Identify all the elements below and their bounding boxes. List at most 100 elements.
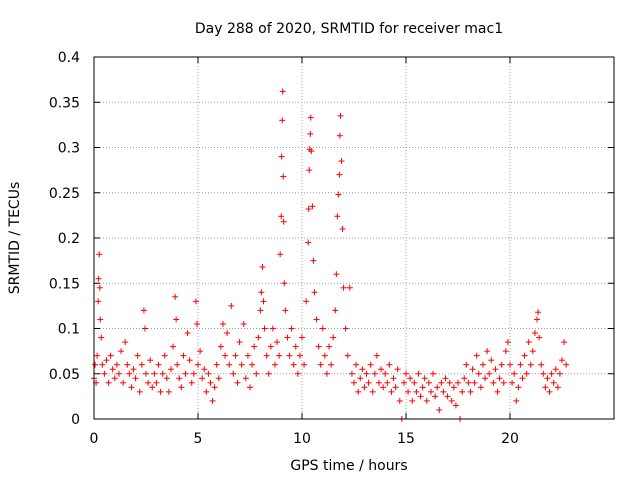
data-point [263, 352, 270, 359]
data-point [213, 361, 220, 368]
data-point [258, 289, 265, 296]
data-point [442, 375, 449, 382]
data-point [477, 384, 484, 391]
data-point [452, 402, 459, 409]
data-point [99, 361, 106, 368]
y-tick-label: 0.25 [49, 186, 80, 202]
data-point [278, 213, 285, 220]
data-point [438, 379, 445, 386]
data-point [103, 357, 110, 364]
data-point [479, 361, 486, 368]
data-point [95, 298, 102, 305]
data-point [538, 361, 545, 368]
data-point [240, 320, 247, 327]
data-point [348, 370, 355, 377]
data-point [513, 397, 520, 404]
data-point [253, 370, 260, 377]
data-point [170, 343, 177, 350]
data-point [556, 370, 563, 377]
data-point [411, 379, 418, 386]
y-tick-label: 0 [71, 412, 80, 428]
data-point [136, 388, 143, 395]
data-point [242, 375, 249, 382]
data-point [440, 388, 447, 395]
data-point [306, 167, 313, 174]
data-point [517, 361, 524, 368]
data-point [482, 375, 489, 382]
data-point [355, 388, 362, 395]
data-point [378, 366, 385, 373]
data-point [369, 388, 376, 395]
data-point [471, 379, 478, 386]
data-point [226, 361, 233, 368]
data-point [232, 352, 239, 359]
data-point [276, 352, 283, 359]
data-point [363, 370, 370, 377]
data-point [409, 397, 416, 404]
data-point [290, 361, 297, 368]
data-point [195, 361, 201, 368]
data-point [523, 370, 530, 377]
data-point [98, 334, 105, 341]
data-point [561, 339, 568, 346]
data-point [95, 275, 102, 282]
y-tick-label: 0.15 [49, 276, 80, 292]
data-point [192, 298, 199, 305]
data-point [340, 284, 347, 291]
data-point [434, 384, 441, 391]
data-point [351, 379, 357, 386]
data-point [559, 357, 565, 364]
data-point [257, 307, 264, 314]
data-point [176, 375, 183, 382]
data-point [122, 339, 129, 346]
data-point [120, 379, 127, 386]
data-point [92, 361, 99, 368]
data-point [392, 384, 399, 391]
data-point [357, 375, 364, 382]
data-point [280, 218, 287, 225]
data-point [494, 388, 501, 395]
data-point [339, 225, 346, 232]
data-point [307, 114, 314, 121]
data-point [321, 352, 328, 359]
data-point [157, 388, 164, 395]
data-point [473, 352, 480, 359]
data-point [342, 325, 349, 332]
data-point [215, 375, 222, 382]
y-tick-label: 0.3 [58, 141, 80, 157]
data-point [336, 171, 343, 178]
data-point [305, 239, 312, 246]
data-point [284, 334, 291, 341]
data-point [546, 388, 553, 395]
data-point [277, 251, 284, 258]
data-point [211, 384, 218, 391]
data-point [361, 384, 368, 391]
data-point [315, 343, 322, 350]
data-point [308, 148, 315, 155]
data-point [201, 366, 208, 373]
data-point [563, 361, 570, 368]
data-point [531, 330, 538, 337]
data-point [96, 251, 103, 258]
data-point [222, 352, 229, 359]
data-point [255, 334, 262, 341]
data-point [301, 361, 308, 368]
data-point [178, 384, 185, 391]
data-point [101, 370, 108, 377]
data-point [542, 384, 549, 391]
data-point [490, 379, 497, 386]
data-point [535, 309, 542, 316]
data-point [390, 375, 397, 382]
data-point [413, 388, 420, 395]
data-point [180, 352, 187, 359]
data-point [448, 397, 455, 404]
axis-ticks [93, 56, 614, 420]
x-tick-label: 10 [293, 431, 311, 447]
data-point [281, 280, 288, 287]
data-point [328, 361, 335, 368]
data-point [332, 307, 339, 314]
data-point [174, 361, 181, 368]
data-point [444, 393, 451, 400]
data-point [337, 112, 344, 119]
y-tick-label: 0.2 [58, 231, 80, 247]
